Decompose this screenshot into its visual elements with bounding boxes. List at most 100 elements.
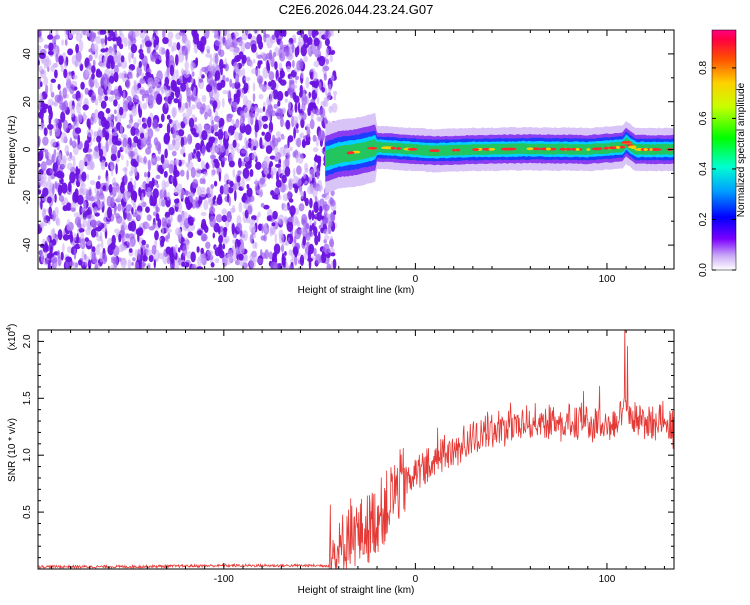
noise-speckle <box>292 60 295 68</box>
noise-speckle <box>296 165 302 175</box>
noise-speckle <box>122 137 128 148</box>
noise-speckle <box>133 179 137 190</box>
noise-speckle <box>153 93 157 100</box>
noise-speckle <box>303 34 309 43</box>
noise-speckle <box>181 45 188 56</box>
noise-speckle <box>191 104 196 110</box>
noise-speckle <box>255 214 259 223</box>
noise-speckle <box>100 239 104 250</box>
noise-speckle <box>95 244 101 256</box>
noise-speckle <box>204 111 208 120</box>
noise-speckle <box>310 98 316 103</box>
spectrogram-x-label: Height of straight line (km) <box>298 285 415 296</box>
noise-speckle <box>106 128 111 133</box>
noise-speckle <box>139 78 146 84</box>
noise-speckle <box>39 249 44 258</box>
noise-speckle <box>284 251 287 256</box>
noise-speckle <box>293 127 296 139</box>
noise-speckle <box>122 167 128 172</box>
noise-speckle <box>196 150 201 159</box>
noise-speckle <box>100 162 106 171</box>
noise-speckle <box>186 39 191 52</box>
noise-speckle <box>258 94 264 100</box>
noise-speckle <box>76 168 81 175</box>
noise-speckle <box>131 105 138 117</box>
noise-speckle <box>223 226 228 233</box>
noise-speckle <box>129 220 137 232</box>
noise-speckle <box>327 92 332 99</box>
noise-speckle <box>186 169 190 181</box>
noise-speckle <box>156 184 160 188</box>
snr-y-multiplier-exponent: 4 <box>6 327 13 331</box>
noise-speckle <box>294 102 298 113</box>
noise-speckle <box>279 79 287 86</box>
noise-speckle <box>98 148 104 158</box>
noise-speckle <box>97 200 104 209</box>
noise-speckle <box>54 69 58 79</box>
noise-speckle <box>309 219 312 226</box>
noise-speckle <box>42 219 48 227</box>
noise-speckle <box>165 89 170 98</box>
noise-speckle <box>260 202 265 208</box>
noise-speckle <box>277 137 281 143</box>
noise-speckle <box>100 38 105 45</box>
noise-speckle <box>97 85 104 97</box>
noise-speckle <box>76 233 79 242</box>
noise-speckle <box>202 178 206 185</box>
signal-hot-spot <box>433 149 440 153</box>
y-tick-label: -20 <box>22 190 33 205</box>
noise-speckle <box>167 218 171 228</box>
noise-speckle <box>140 30 144 34</box>
noise-speckle <box>160 154 165 164</box>
noise-speckle <box>84 30 88 37</box>
noise-speckle <box>97 243 101 248</box>
noise-speckle <box>80 81 85 90</box>
noise-speckle <box>281 244 284 253</box>
y-tick-label: -40 <box>22 237 33 252</box>
noise-speckle <box>194 97 201 106</box>
noise-speckle <box>319 205 323 215</box>
noise-speckle <box>95 181 101 190</box>
noise-speckle <box>281 266 288 269</box>
noise-speckle <box>222 238 228 245</box>
noise-speckle <box>282 147 290 156</box>
noise-speckle <box>158 46 166 55</box>
noise-speckle <box>120 55 125 63</box>
noise-speckle <box>137 82 142 89</box>
noise-speckle <box>278 108 284 114</box>
noise-speckle <box>175 69 179 82</box>
noise-speckle <box>206 84 213 93</box>
noise-speckle <box>221 208 228 215</box>
noise-speckle <box>151 177 155 187</box>
noise-speckle <box>199 253 205 264</box>
signal-hot-spot <box>367 146 378 150</box>
noise-speckle <box>146 214 150 221</box>
noise-speckle <box>107 55 114 64</box>
noise-speckle <box>311 81 316 88</box>
noise-speckle <box>43 76 49 87</box>
noise-speckle <box>322 100 329 108</box>
noise-speckle <box>302 141 305 147</box>
noise-speckle <box>308 102 314 111</box>
noise-speckle <box>145 187 153 198</box>
noise-speckle <box>328 247 335 254</box>
noise-speckle <box>178 247 181 253</box>
noise-speckle <box>268 71 275 81</box>
noise-speckle <box>119 30 123 37</box>
noise-speckle <box>214 70 221 81</box>
noise-speckle <box>109 159 115 171</box>
noise-speckle <box>44 149 49 160</box>
noise-speckle <box>274 187 280 195</box>
noise-speckle <box>160 239 165 248</box>
noise-speckle <box>292 92 297 100</box>
noise-speckle <box>99 30 107 35</box>
noise-speckle <box>149 195 154 206</box>
colorbar: 0.0 0.2 0.4 0.6 0.8 Normalized spectral ampl… <box>698 29 747 277</box>
noise-speckle <box>50 256 58 264</box>
noise-speckle <box>233 31 239 38</box>
y-tick-label: 0.5 <box>22 505 33 519</box>
noise-speckle <box>155 213 160 222</box>
noise-speckle <box>147 116 152 128</box>
signal-core-band <box>325 137 674 168</box>
noise-speckle <box>188 117 195 129</box>
